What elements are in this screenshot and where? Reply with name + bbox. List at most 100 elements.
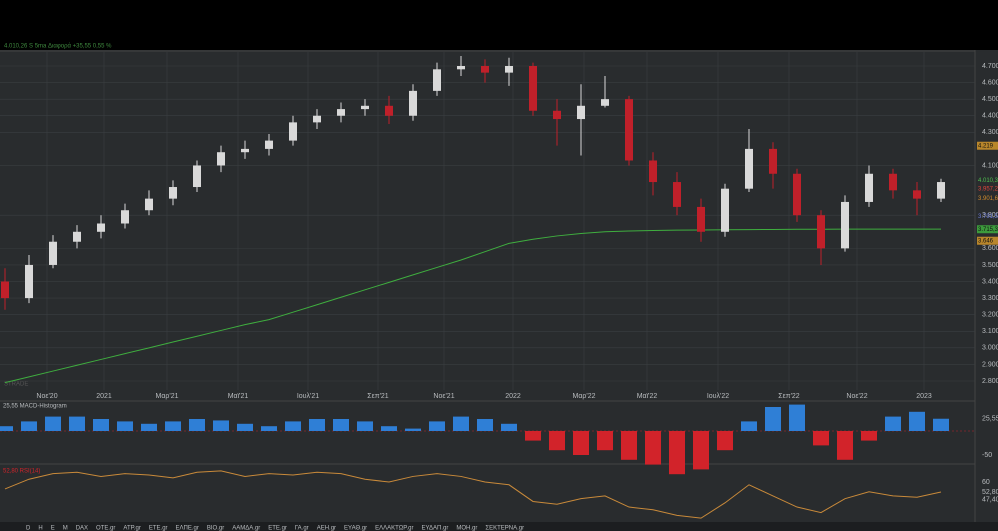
toolbar-item[interactable]: ΕΥΑΘ.gr <box>344 526 367 531</box>
price-tick-label: 4.700 <box>982 63 998 70</box>
macd-bar <box>93 419 109 431</box>
toolbar-item[interactable]: Μ <box>63 526 68 531</box>
macd-bar <box>837 431 853 460</box>
macd-bar <box>861 431 877 441</box>
candle-body <box>73 231 81 242</box>
candle-body <box>97 223 105 232</box>
macd-bar <box>453 416 469 431</box>
toolbar-item[interactable]: ΕΤΕ.gr <box>149 526 168 531</box>
candle-body <box>697 206 705 232</box>
price-tag: 3.901,66 <box>978 196 998 202</box>
candle-body <box>841 201 849 249</box>
candle-body <box>721 188 729 232</box>
candle-body <box>1 281 9 299</box>
toolbar-item[interactable]: ΒΙΟ.gr <box>207 526 224 531</box>
toolbar-item[interactable]: ΜΟΗ.gr <box>456 526 477 531</box>
macd-bar <box>69 416 85 431</box>
macd-bar <box>597 431 613 451</box>
candle-body <box>769 148 777 174</box>
macd-bar <box>741 421 757 431</box>
chart-background <box>0 50 998 522</box>
toolbar-item[interactable]: Ε <box>51 526 55 531</box>
rsi-tick-label: 52,80 <box>982 489 998 496</box>
toolbar-item[interactable]: ΑΑΜΔΑ.gr <box>232 526 260 531</box>
rsi-line <box>4 470 942 519</box>
macd-bar <box>405 428 421 431</box>
time-label: Μαϊ'22 <box>637 393 658 400</box>
macd-bar <box>573 431 589 455</box>
price-tick-label: 4.600 <box>982 79 998 86</box>
macd-bar <box>645 431 661 465</box>
price-tick-label: 4.500 <box>982 96 998 103</box>
ma200-line <box>4 228 941 384</box>
toolbar-item[interactable]: ΑΤΡ.gr <box>123 526 140 531</box>
time-label: 2022 <box>505 393 521 400</box>
macd-bar <box>285 421 301 431</box>
macd-bar <box>765 407 781 431</box>
toolbar-item[interactable]: Η <box>38 526 42 531</box>
candle-body <box>25 264 33 299</box>
macd-bar <box>621 431 637 460</box>
candle-body <box>889 173 897 191</box>
price-tag: 4.010,36 <box>978 178 998 184</box>
toolbar-item[interactable]: ΕΥΔΑΠ.gr <box>421 526 448 531</box>
time-label: Σεπ'21 <box>367 393 389 400</box>
candle-body <box>793 173 801 216</box>
candle-body <box>289 122 297 141</box>
price-tick-label: 4.100 <box>982 162 998 169</box>
time-label: 2023 <box>916 393 932 400</box>
time-label: Μαϊ'21 <box>228 393 249 400</box>
candle-body <box>865 173 873 202</box>
candle-body <box>481 66 489 73</box>
macd-bar <box>717 431 733 451</box>
macd-bar <box>117 421 133 431</box>
toolbar-item[interactable]: ΟΤΕ.gr <box>96 526 115 531</box>
toolbar-item[interactable]: ΑΕΗ.gr <box>317 526 336 531</box>
macd-bar <box>261 426 277 431</box>
candle-body <box>49 241 57 265</box>
price-tag: 3.957,28 <box>978 187 998 193</box>
price-tick-label: 2.900 <box>982 361 998 368</box>
macd-bar <box>309 419 325 431</box>
toolbar-item[interactable]: ΕΤΕ.gr <box>268 526 287 531</box>
macd-bar <box>525 431 541 441</box>
price-tag-box <box>977 225 998 234</box>
price-tag-box <box>977 236 998 245</box>
macd-bar <box>933 418 949 431</box>
time-label: Σεπ'22 <box>778 393 800 400</box>
candle-body <box>241 148 249 153</box>
toolbar-item[interactable]: ΓΑ.gr <box>295 526 309 531</box>
price-tick-label: 4.400 <box>982 113 998 120</box>
candle-body <box>673 182 681 207</box>
candle-body <box>193 165 201 188</box>
toolbar-item[interactable]: D <box>26 526 31 531</box>
top-bar <box>0 0 998 50</box>
toolbar-item[interactable]: ΕΛΛΑΚΤΩΡ.gr <box>375 526 413 531</box>
price-tag: 3.715,38 <box>978 227 998 233</box>
macd-bar <box>333 419 349 431</box>
price-tick-label: 3.600 <box>982 245 998 252</box>
macd-tick-label: 25,55 <box>982 416 998 423</box>
macd-bar <box>789 404 805 431</box>
price-tick-label: 3.200 <box>982 312 998 319</box>
candle-body <box>337 109 345 116</box>
toolbar-item[interactable]: ΣΕΚΤΕΡΝΑ.gr <box>485 526 524 531</box>
macd-bar <box>885 416 901 431</box>
macd-bar <box>477 419 493 431</box>
macd-bar <box>357 421 373 431</box>
time-label: 2021 <box>96 393 112 400</box>
macd-bar <box>909 411 925 431</box>
candle-body <box>505 66 513 73</box>
macd-bar <box>813 431 829 446</box>
candle-body <box>169 187 177 199</box>
macd-tick-label: -50 <box>982 452 992 459</box>
toolbar-item[interactable]: ΕΛΠΕ.gr <box>176 526 199 531</box>
candle-body <box>361 105 369 110</box>
toolbar-item[interactable]: DAX <box>76 526 88 531</box>
price-tick-label: 3.800 <box>982 212 998 219</box>
time-label: Νοε'22 <box>846 393 867 400</box>
macd-bar <box>549 431 565 451</box>
macd-bar <box>669 431 685 475</box>
price-tick-label: 3.000 <box>982 345 998 352</box>
